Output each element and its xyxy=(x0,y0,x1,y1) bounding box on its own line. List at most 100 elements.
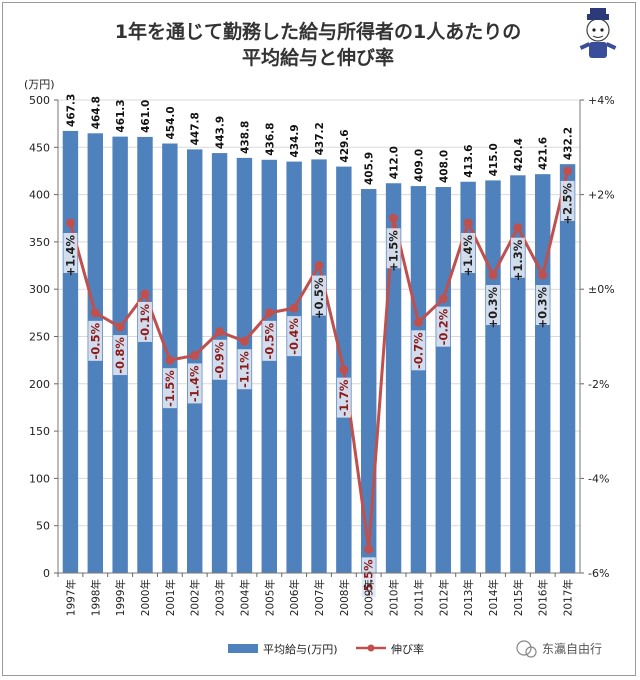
growth-rate-label: -1.4% xyxy=(188,365,202,402)
bar-value-label: 409.0 xyxy=(413,149,425,182)
x-tick-label: 2000年 xyxy=(139,579,152,616)
growth-rate-label: -0.4% xyxy=(287,318,301,355)
bar-value-label: 421.6 xyxy=(538,137,550,170)
y-right-tick-label: -4% xyxy=(588,472,609,485)
growth-label-background xyxy=(336,377,351,418)
x-tick-label: 2003年 xyxy=(214,579,227,616)
growth-rate-label: +0.5% xyxy=(312,277,326,319)
y-left-tick-label: 200 xyxy=(29,378,50,391)
bar-value-label: 454.0 xyxy=(165,106,177,139)
growth-rate-marker xyxy=(538,270,548,280)
x-tick-label: 2004年 xyxy=(238,579,251,616)
x-tick-label: 2002年 xyxy=(189,579,202,616)
growth-rate-marker xyxy=(140,289,150,299)
growth-rate-label: +1.4% xyxy=(461,235,475,277)
bar xyxy=(535,174,551,574)
growth-label-background xyxy=(63,232,78,273)
growth-label-background xyxy=(386,228,401,269)
y-left-tick-label: 450 xyxy=(29,141,50,154)
y-left-tick-label: 350 xyxy=(29,236,50,249)
growth-label-background xyxy=(361,557,376,598)
growth-rate-marker xyxy=(314,261,324,271)
bar xyxy=(137,136,153,574)
growth-label-background xyxy=(113,335,128,376)
y-right-tick-label: -2% xyxy=(588,378,609,391)
bar-value-label: 461.0 xyxy=(140,100,152,133)
growth-label-background xyxy=(436,306,451,347)
growth-rate-label: -0.1% xyxy=(138,303,152,340)
growth-label-background xyxy=(535,285,550,326)
chart-title-line-1: 1年を通じて勤務した給与所得者の1人あたりの xyxy=(115,20,521,43)
growth-rate-label: -0.7% xyxy=(411,332,425,369)
x-tick-label: 2013年 xyxy=(462,579,475,616)
bar-value-label: 432.2 xyxy=(563,127,575,160)
bar-value-label: 415.0 xyxy=(488,143,500,176)
growth-label-background xyxy=(162,368,177,409)
mascot-illustration xyxy=(579,8,617,58)
growth-label-background xyxy=(312,275,326,316)
growth-rate-marker xyxy=(215,327,225,337)
bar xyxy=(460,181,476,573)
growth-label-background xyxy=(461,232,476,273)
bar-value-label: 405.9 xyxy=(364,152,376,185)
growth-rate-marker xyxy=(289,303,299,313)
growth-rate-marker xyxy=(165,355,175,365)
growth-label-background xyxy=(138,301,152,342)
growth-rate-marker xyxy=(364,544,374,554)
x-tick-label: 2001年 xyxy=(164,579,177,616)
growth-rate-label: +1.3% xyxy=(511,239,525,281)
growth-rate-marker xyxy=(339,365,349,375)
bar-value-label: 437.2 xyxy=(314,122,326,155)
growth-label-background xyxy=(262,320,277,361)
legend-line-marker xyxy=(367,644,375,652)
growth-label-background xyxy=(287,316,302,357)
bar xyxy=(361,189,377,573)
growth-rate-marker xyxy=(65,218,75,228)
y-left-tick-label: 100 xyxy=(29,472,50,485)
growth-label-background xyxy=(212,339,227,380)
y-left-tick-label: 400 xyxy=(29,189,50,202)
bar-value-label: 436.8 xyxy=(264,123,276,156)
y-left-tick-label: 50 xyxy=(36,520,50,533)
watermark: 东瀛自由行 xyxy=(516,640,602,658)
bar xyxy=(410,186,427,573)
watermark-text: 东瀛自由行 xyxy=(542,641,602,656)
bar-value-label: 420.4 xyxy=(513,138,525,171)
growth-rate-label: +0.3% xyxy=(486,287,500,329)
x-tick-label: 1998年 xyxy=(89,579,102,616)
growth-label-background xyxy=(486,285,500,326)
legend: 平均給与(万円) 伸び率 xyxy=(228,642,424,656)
x-tick-label: 2012年 xyxy=(437,579,450,616)
bar xyxy=(187,149,203,573)
y-left-tick-label: 500 xyxy=(29,94,50,107)
growth-rate-label: +1.5% xyxy=(387,230,401,272)
y-left-tick-label: 250 xyxy=(29,331,50,344)
bar-value-label: 461.3 xyxy=(115,99,127,132)
growth-label-background xyxy=(237,349,252,390)
bar-value-label: 443.9 xyxy=(215,116,227,149)
chart-title-line-2: 平均給与と伸び率 xyxy=(242,46,394,69)
growth-rate-marker xyxy=(389,213,399,223)
bar-value-label: 429.6 xyxy=(339,129,351,162)
y-left-tick-label: 0 xyxy=(43,567,50,580)
bar xyxy=(261,159,277,573)
x-tick-label: 2014年 xyxy=(487,579,500,616)
x-tick-label: 2016年 xyxy=(537,579,550,616)
y-left-tick-label: 150 xyxy=(29,425,50,438)
x-tick-label: 1997年 xyxy=(64,579,77,616)
growth-rate-label: -0.9% xyxy=(213,341,227,378)
bar-value-label: 413.6 xyxy=(463,145,475,178)
growth-rate-marker xyxy=(463,218,473,228)
growth-rate-label: -1.5% xyxy=(163,370,177,407)
growth-label-background xyxy=(187,363,202,404)
y-right-tick-label: -6% xyxy=(588,567,609,580)
growth-rate-label: -1.7% xyxy=(337,379,351,416)
legend-bar-swatch xyxy=(228,644,258,653)
y-left-tick-label: 300 xyxy=(29,283,50,296)
bar xyxy=(311,159,327,573)
x-tick-label: 2008年 xyxy=(338,579,351,616)
bar-value-label: 438.8 xyxy=(239,121,251,154)
wechat-icon xyxy=(516,640,532,656)
